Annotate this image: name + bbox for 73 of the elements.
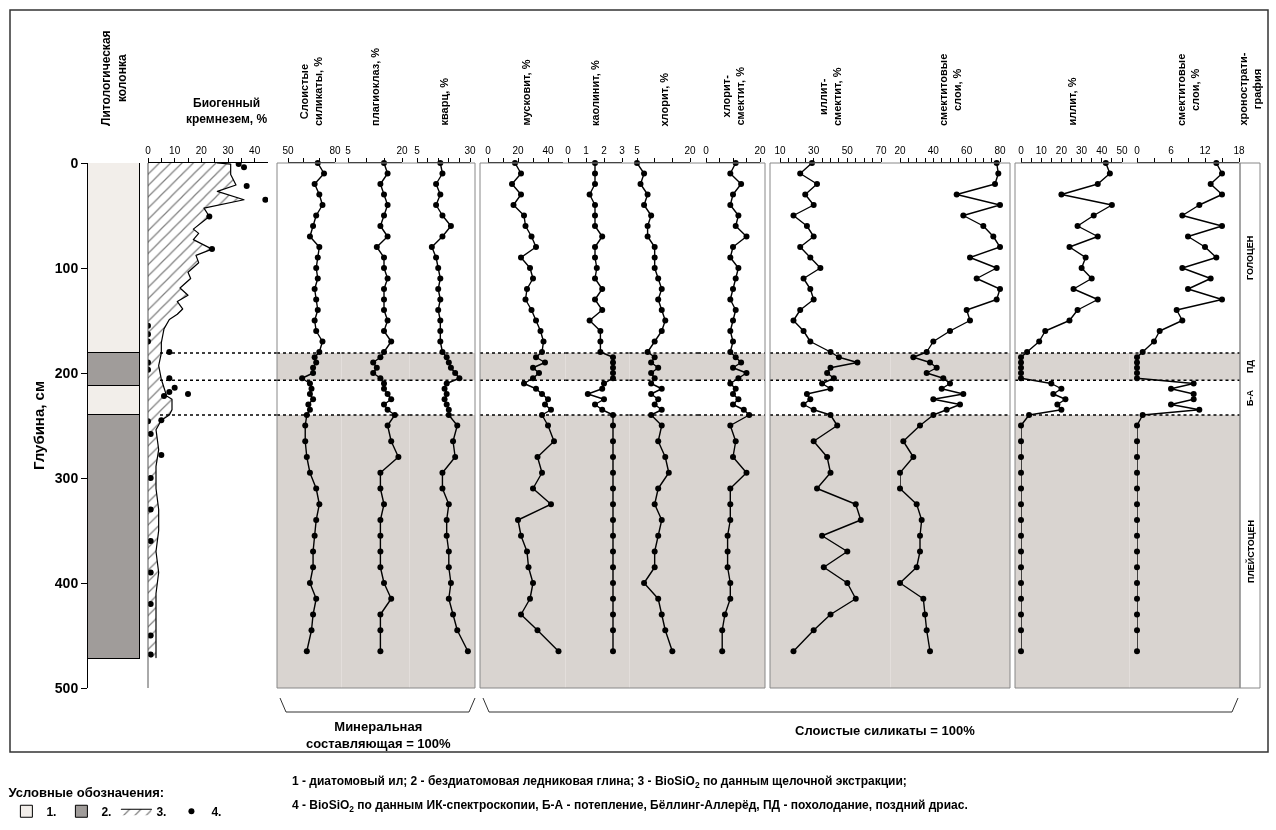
x-tick-label: 0 [703,145,710,156]
legend-title: Условные обозначения: [8,784,165,800]
chart-title: хлорит- смектит, % [719,66,746,126]
x-tick-label: 5 [345,145,352,156]
y-tick-label: 400 [54,574,79,591]
chart-title: плагиоклаз, % [369,47,381,126]
text: хронострати- графия [1236,52,1263,126]
x-tick-label: 50 [841,145,854,156]
x-tick-label: 40 [249,145,261,156]
chart-title: смектитовые слои, % [937,53,964,126]
x-tick-label: 1 [583,145,590,156]
x-tick-label: 18 [1233,145,1245,156]
x-tick-label: 0 [565,145,572,156]
x-tick-label: 5 [634,145,641,156]
x-tick-label: 50 [1116,145,1128,156]
x-tick-label: 40 [927,145,940,156]
x-tick-label: 0 [1134,145,1141,156]
y-tick-label: 500 [54,679,79,696]
chart-title: Биогенный кремнезем, % [186,96,268,126]
x-tick-label: 0 [145,145,152,156]
x-tick-label: 10 [169,145,181,156]
chart-title: смектитовые слои, % [1175,53,1202,126]
legend-label: 2. [101,804,112,819]
chart-title: хлорит, % [657,72,670,127]
x-tick-label: 20 [754,145,766,156]
y-tick-label: 200 [54,364,79,381]
x-tick-label: 20 [195,145,208,156]
text: Минеральная составляющая = 100% [306,719,452,751]
x-tick-label: 20 [512,145,524,156]
legend-label: 1. [46,804,57,819]
x-tick-label: 40 [1096,145,1108,156]
chart-title: иллит- смектит, % [817,67,844,126]
x-tick-label: 60 [961,145,973,156]
x-tick-label: 0 [485,145,492,156]
text: Слоистые силикаты = 100% [795,723,976,738]
x-tick-label: 30 [1076,145,1088,156]
x-tick-label: 3 [619,145,626,156]
chart-title: Литологическая колонка [99,30,129,126]
x-tick-label: 30 [808,145,820,156]
y-axis-title: Глубина, см [30,380,48,471]
chart-title: иллит, % [1065,77,1078,126]
x-tick-label: 40 [542,145,554,156]
text: Б-А [1245,389,1255,406]
x-tick-label: 10 [774,145,786,156]
x-tick-label: 2 [601,145,608,156]
chart-title: Слоистые силикаты, % [298,56,325,126]
x-tick-label: 70 [875,145,887,156]
x-tick-label: 20 [396,145,408,156]
x-tick-label: 0 [1018,145,1025,156]
x-tick-label: 20 [684,145,696,156]
x-tick-label: 80 [329,145,341,156]
y-tick-label: 300 [54,469,79,486]
text: ПД [1245,359,1255,373]
text: 1 - диатомовый ил; 2 - бездиатомовая ледниковая глина; 3 - BioSiO$_{2}$ по данным щелочной экстракции; [292,774,907,790]
x-tick-label: 12 [1199,145,1211,156]
x-tick-label: 80 [994,145,1006,156]
x-tick-label: 5 [414,145,421,156]
text: 4 - BioSiO$_{2}$ по данным ИК-спектроскопии, Б-А - потепление, Бёллинг-Аллерёд, ПД - похолодание, поздний дриас. [292,798,968,814]
legend-label: 3. [156,804,167,819]
chart-title: мусковит, % [519,59,532,126]
x-tick-label: 20 [894,145,906,156]
x-tick-label: 10 [1035,145,1048,156]
x-tick-label: 30 [464,145,476,156]
chart-title: каолинит, % [589,60,601,126]
y-tick-label: 100 [54,259,79,276]
text: ГОЛОЦЕН [1245,235,1255,280]
x-tick-label: 50 [282,145,294,156]
x-tick-label: 30 [222,145,234,156]
legend-label: 4. [211,804,222,819]
x-tick-label: 6 [1168,145,1175,156]
text: ПЛЕЙСТОЦЕН [1245,520,1256,583]
chart-title: кварц, % [437,77,450,126]
x-tick-label: 20 [1055,145,1068,156]
